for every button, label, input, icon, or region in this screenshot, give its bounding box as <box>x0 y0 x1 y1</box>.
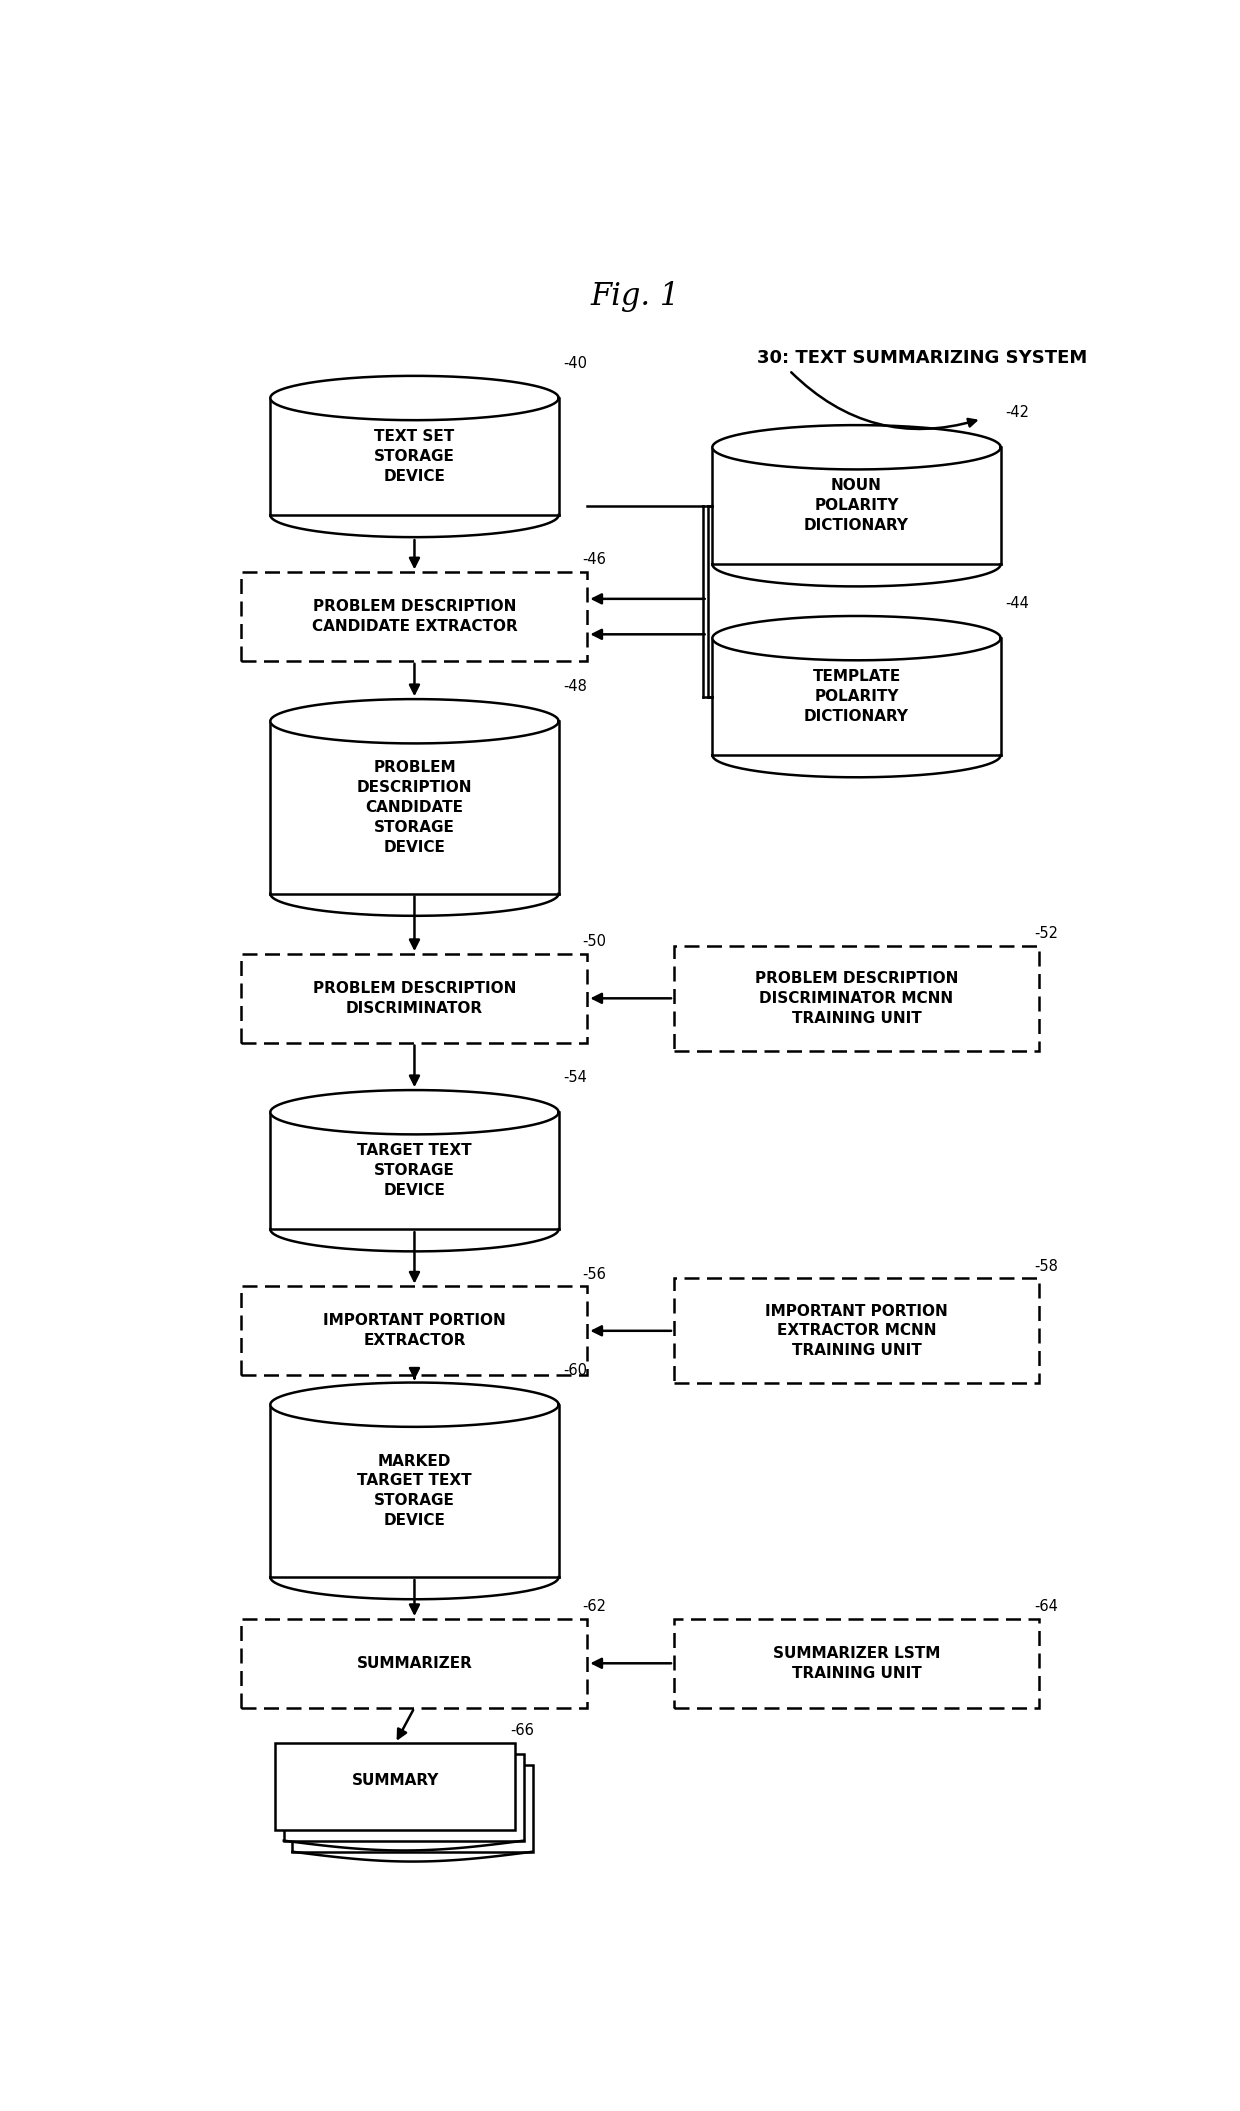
Text: -56: -56 <box>583 1267 606 1281</box>
Bar <box>293 1765 533 1851</box>
Text: -48: -48 <box>563 680 588 695</box>
Text: IMPORTANT PORTION
EXTRACTOR: IMPORTANT PORTION EXTRACTOR <box>324 1313 506 1349</box>
Text: -40: -40 <box>563 357 588 372</box>
Text: PROBLEM
DESCRIPTION
CANDIDATE
STORAGE
DEVICE: PROBLEM DESCRIPTION CANDIDATE STORAGE DE… <box>357 760 472 855</box>
Text: -44: -44 <box>1006 595 1029 610</box>
Bar <box>675 946 1039 1051</box>
Bar <box>675 1619 1039 1708</box>
Text: -50: -50 <box>583 933 606 950</box>
Text: -60: -60 <box>563 1362 588 1378</box>
Polygon shape <box>270 376 559 420</box>
Text: -52: -52 <box>1034 927 1058 942</box>
Bar <box>242 1286 588 1374</box>
Text: -58: -58 <box>1034 1258 1058 1273</box>
Text: -64: -64 <box>1034 1598 1058 1615</box>
Polygon shape <box>270 699 559 743</box>
Polygon shape <box>270 1089 559 1134</box>
Bar <box>242 572 588 661</box>
Bar <box>242 954 588 1043</box>
Text: -46: -46 <box>583 553 606 568</box>
Text: IMPORTANT PORTION
EXTRACTOR MCNN
TRAINING UNIT: IMPORTANT PORTION EXTRACTOR MCNN TRAININ… <box>765 1302 947 1357</box>
Text: -54: -54 <box>563 1070 588 1085</box>
Bar <box>284 1754 525 1841</box>
Text: PROBLEM DESCRIPTION
DISCRIMINATOR: PROBLEM DESCRIPTION DISCRIMINATOR <box>312 982 516 1015</box>
Text: -42: -42 <box>1006 405 1029 420</box>
Text: PROBLEM DESCRIPTION
DISCRIMINATOR MCNN
TRAINING UNIT: PROBLEM DESCRIPTION DISCRIMINATOR MCNN T… <box>755 971 959 1026</box>
Text: MARKED
TARGET TEXT
STORAGE
DEVICE: MARKED TARGET TEXT STORAGE DEVICE <box>357 1454 471 1528</box>
Bar <box>275 1744 516 1830</box>
Text: Fig. 1: Fig. 1 <box>591 281 680 312</box>
Text: TARGET TEXT
STORAGE
DEVICE: TARGET TEXT STORAGE DEVICE <box>357 1144 471 1199</box>
Polygon shape <box>713 424 1001 469</box>
Text: -66: -66 <box>511 1723 534 1739</box>
Text: NOUN
POLARITY
DICTIONARY: NOUN POLARITY DICTIONARY <box>804 479 909 534</box>
Text: PROBLEM DESCRIPTION
CANDIDATE EXTRACTOR: PROBLEM DESCRIPTION CANDIDATE EXTRACTOR <box>311 600 517 633</box>
Polygon shape <box>270 1383 559 1427</box>
Text: TEXT SET
STORAGE
DEVICE: TEXT SET STORAGE DEVICE <box>374 429 455 483</box>
Bar <box>242 1619 588 1708</box>
Text: SUMMARIZER: SUMMARIZER <box>357 1655 472 1670</box>
Text: -62: -62 <box>583 1598 606 1615</box>
Text: SUMMARIZER LSTM
TRAINING UNIT: SUMMARIZER LSTM TRAINING UNIT <box>773 1647 940 1680</box>
Polygon shape <box>713 616 1001 661</box>
Text: TEMPLATE
POLARITY
DICTIONARY: TEMPLATE POLARITY DICTIONARY <box>804 669 909 724</box>
Bar <box>675 1279 1039 1383</box>
Text: SUMMARY: SUMMARY <box>352 1773 439 1788</box>
Text: 30: TEXT SUMMARIZING SYSTEM: 30: TEXT SUMMARIZING SYSTEM <box>756 348 1087 367</box>
